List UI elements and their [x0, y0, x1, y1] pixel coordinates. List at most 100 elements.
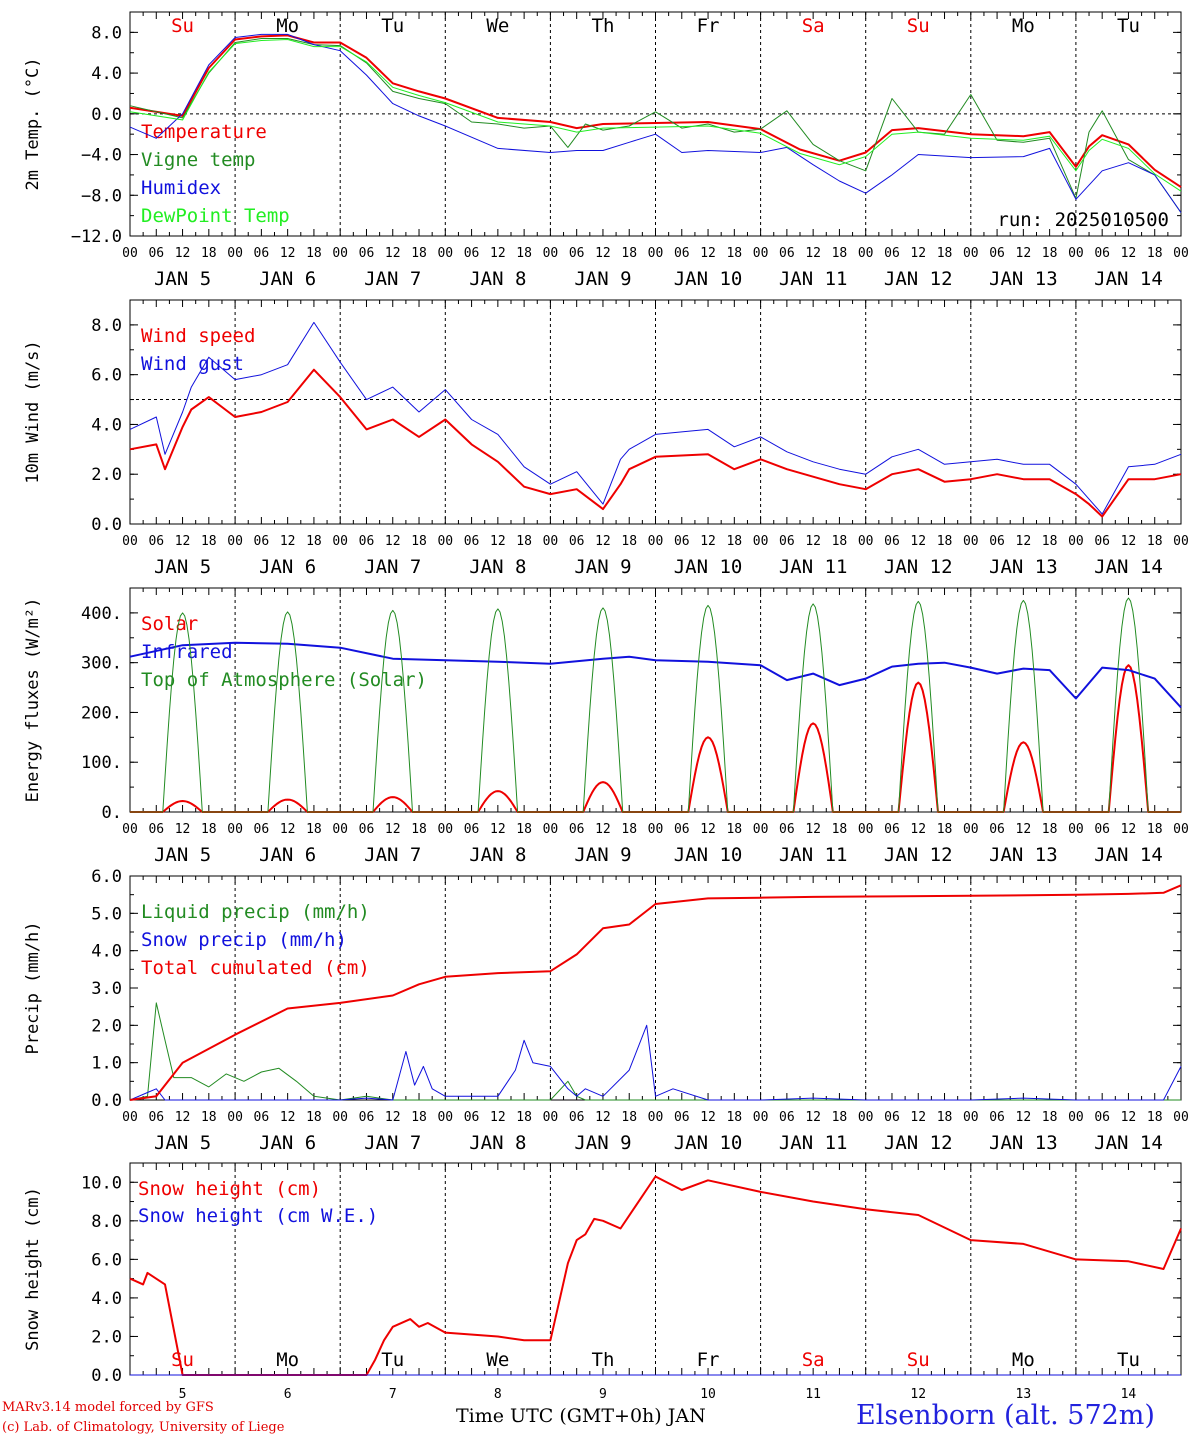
hour-label: 00 — [227, 822, 243, 837]
series-total-cumulated-cm — [129, 884, 1182, 1101]
hour-label: 06 — [359, 246, 375, 261]
weekday-label: Su — [171, 1349, 194, 1371]
hour-label: 18 — [411, 822, 427, 837]
weekday-label: Mo — [1012, 15, 1035, 37]
hour-label: 18 — [306, 822, 322, 837]
hour-label: 00 — [227, 1110, 243, 1125]
hour-label: 00 — [858, 534, 874, 549]
y-axis-label: Precip (mm/h) — [23, 921, 43, 1054]
hour-label: 06 — [779, 822, 795, 837]
hour-label: 06 — [674, 246, 690, 261]
date-label: JAN 9 — [574, 844, 631, 866]
hour-label: 00 — [122, 534, 138, 549]
date-label: JAN 8 — [469, 556, 526, 578]
date-label: JAN 7 — [364, 844, 421, 866]
date-label: JAN 12 — [884, 844, 953, 866]
y-tick-label: 1.0 — [91, 1054, 122, 1074]
y-tick-label: 4.0 — [91, 415, 122, 435]
date-label: JAN 11 — [779, 844, 848, 866]
date-label: JAN 5 — [154, 556, 211, 578]
hour-label: 18 — [306, 246, 322, 261]
hour-label: 12 — [805, 534, 821, 549]
legend-entry: DewPoint Temp — [141, 205, 290, 227]
weekday-label: Tu — [1117, 15, 1140, 37]
y-tick-label: 6.0 — [91, 366, 122, 386]
y-tick-label: 0.0 — [91, 105, 122, 125]
hour-label: 12 — [1016, 246, 1032, 261]
hour-label: 00 — [332, 534, 348, 549]
day-number-label: 10 — [700, 1387, 716, 1402]
hour-label: 06 — [884, 1110, 900, 1125]
hour-label: 18 — [621, 534, 637, 549]
hour-label: 18 — [411, 534, 427, 549]
hour-label: 18 — [726, 534, 742, 549]
legend-entry: Snow height (cm W.E.) — [138, 1205, 378, 1227]
legend-entry: Solar — [141, 613, 198, 635]
date-label: JAN 6 — [259, 1132, 316, 1154]
hour-label: 00 — [963, 534, 979, 549]
hour-label: 12 — [700, 246, 716, 261]
hour-label: 18 — [937, 534, 953, 549]
weekday-label: We — [486, 1349, 509, 1371]
weekday-label: Mo — [276, 15, 299, 37]
date-label: JAN 5 — [154, 268, 211, 290]
date-label: JAN 6 — [259, 268, 316, 290]
series-dewpoint-temp — [129, 38, 1182, 192]
hour-label: 18 — [832, 246, 848, 261]
hour-label: 00 — [437, 822, 453, 837]
hour-label: 00 — [122, 246, 138, 261]
hour-label: 18 — [726, 1110, 742, 1125]
y-tick-label: 300. — [81, 654, 122, 674]
hour-label: 12 — [385, 534, 401, 549]
date-label: JAN 8 — [469, 268, 526, 290]
hour-label: 06 — [569, 1110, 585, 1125]
hour-label: 18 — [726, 246, 742, 261]
y-tick-label: −4.0 — [81, 146, 122, 166]
hour-label: 18 — [1147, 1110, 1163, 1125]
hour-label: 00 — [227, 246, 243, 261]
weekday-label: We — [486, 15, 509, 37]
date-label: JAN 10 — [674, 556, 743, 578]
hour-label: 00 — [437, 246, 453, 261]
hour-label: 06 — [569, 534, 585, 549]
weekday-label: Tu — [381, 1349, 404, 1371]
hour-label: 06 — [1094, 1110, 1110, 1125]
hour-label: 00 — [543, 534, 559, 549]
date-label: JAN 10 — [674, 1132, 743, 1154]
hour-label: 06 — [884, 822, 900, 837]
weekday-label: Su — [171, 15, 194, 37]
hour-label: 06 — [359, 534, 375, 549]
hour-label: 00 — [648, 534, 664, 549]
y-axis-label: Snow height (cm) — [23, 1187, 43, 1351]
y-tick-label: 10.0 — [81, 1173, 122, 1193]
hour-label: 18 — [201, 822, 217, 837]
legend-entry: Top of Atmosphere (Solar) — [141, 669, 427, 691]
legend-entry: Humidex — [141, 177, 221, 199]
hour-label: 00 — [753, 246, 769, 261]
y-tick-label: 0.0 — [91, 1091, 122, 1111]
y-tick-label: 4.0 — [91, 64, 122, 84]
y-tick-label: 8.0 — [91, 23, 122, 43]
hour-label: 06 — [989, 1110, 1005, 1125]
hour-label: 18 — [832, 822, 848, 837]
hour-label: 00 — [332, 822, 348, 837]
hour-label: 00 — [963, 1110, 979, 1125]
hour-label: 12 — [280, 246, 296, 261]
hour-label: 06 — [464, 822, 480, 837]
y-tick-label: 5.0 — [91, 904, 122, 924]
hour-label: 06 — [464, 246, 480, 261]
y-axis-label: 2m Temp. (°C) — [23, 57, 43, 190]
series-wind-speed — [129, 368, 1182, 518]
hour-label: 00 — [753, 1110, 769, 1125]
hour-label: 12 — [175, 246, 191, 261]
series-humidex — [129, 33, 1182, 213]
legend-entry: Snow height (cm) — [138, 1178, 321, 1200]
day-number-label: 7 — [389, 1387, 397, 1402]
series-liquid-precip-mm-h — [129, 1002, 1181, 1101]
hour-label: 06 — [148, 822, 164, 837]
hour-label: 00 — [437, 1110, 453, 1125]
hour-label: 00 — [543, 246, 559, 261]
hour-label: 06 — [1094, 822, 1110, 837]
hour-label: 12 — [910, 246, 926, 261]
hour-label: 12 — [595, 1110, 611, 1125]
